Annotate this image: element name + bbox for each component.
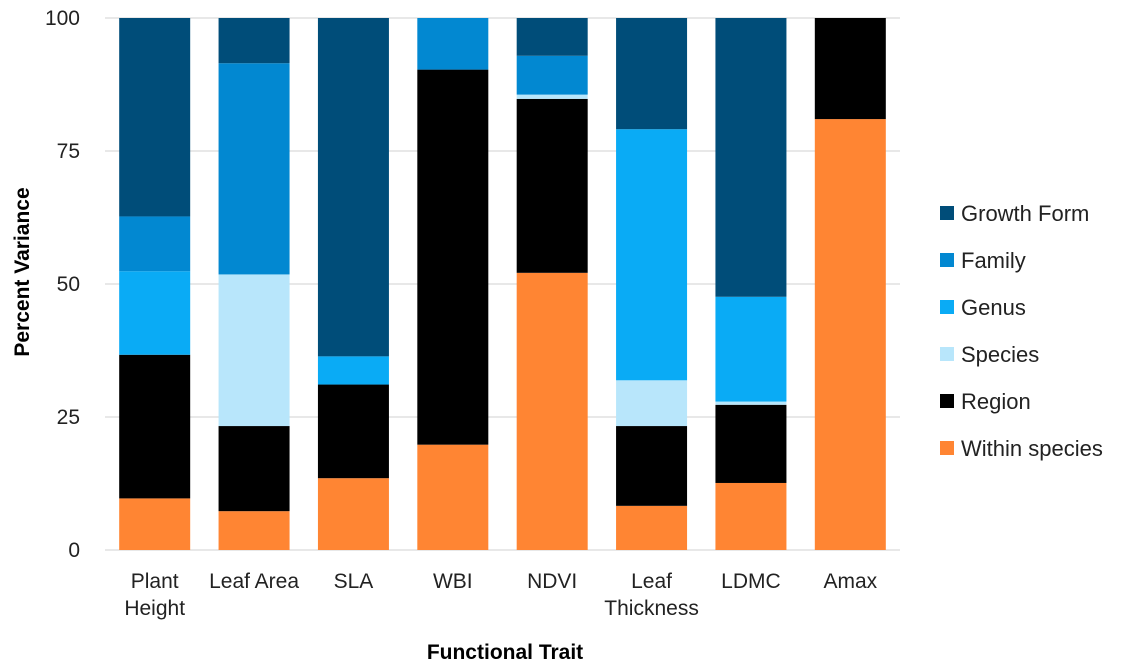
bar-stack: [814, 18, 886, 550]
bar-segment-within-species: [317, 478, 389, 550]
bar-segment-region: [516, 98, 588, 273]
legend-swatch: [940, 253, 954, 267]
legend-swatch: [940, 441, 954, 455]
bar-segment-region: [715, 404, 787, 483]
x-tick-label: NDVI: [527, 570, 577, 593]
legend: Growth Form Family Genus Species Region Withi…: [940, 201, 1103, 461]
bar-segment-within-species: [616, 505, 688, 550]
bar-segment-region: [814, 18, 886, 120]
y-tick-label: 25: [57, 406, 80, 429]
y-tick-label: 100: [45, 7, 80, 30]
x-tick-label: Leaf Area: [209, 570, 299, 593]
bar-segment-family: [516, 55, 588, 95]
y-tick-label: 50: [57, 273, 80, 296]
bar-stack: [417, 18, 489, 550]
bar-segment-within-species: [715, 482, 787, 550]
bar-segment-region: [119, 354, 191, 499]
bar-stack: [516, 18, 588, 550]
y-axis-title: Percent Variance: [11, 187, 34, 356]
bar-segment-region: [616, 426, 688, 506]
bar-segment-family: [417, 18, 489, 70]
legend-label: Within species: [961, 436, 1103, 461]
bar-stack: [715, 18, 787, 550]
bar-segment-family: [119, 216, 191, 272]
y-tick-labels: 0 25 50 75 100: [45, 7, 80, 562]
bar-segment-within-species: [516, 272, 588, 550]
bar-segment-family: [218, 63, 290, 275]
legend-label: Region: [961, 389, 1031, 414]
bar-segment-within-species: [218, 511, 290, 550]
legend-label: Growth Form: [961, 201, 1089, 226]
bar-segment-growth-form: [317, 18, 389, 357]
bar-segment-growth-form: [218, 18, 290, 64]
bar-segment-growth-form: [119, 18, 191, 217]
bar-segment-genus: [119, 271, 191, 355]
bar-segment-species: [516, 94, 588, 99]
bar-stack: [616, 18, 688, 550]
x-tick-labels: Plant Height Leaf Area SLA WBI NDVI Leaf Thickn…: [124, 570, 877, 620]
bar-segment-growth-form: [616, 18, 688, 130]
x-axis-title: Functional Trait: [427, 641, 583, 664]
x-tick-label: LDMC: [721, 570, 781, 593]
x-tick-label: WBI: [433, 570, 473, 593]
bar-stack: [119, 18, 191, 550]
bar-segment-species: [715, 401, 787, 405]
bar-segment-growth-form: [516, 18, 588, 56]
bar-segment-within-species: [119, 498, 191, 550]
legend-item: Species: [940, 342, 1039, 367]
legend-item: Growth Form: [940, 201, 1089, 226]
bar-segment-region: [417, 69, 489, 445]
bar-segment-region: [317, 384, 389, 479]
legend-swatch: [940, 300, 954, 314]
bar-segment-region: [218, 426, 290, 512]
bar-segment-genus: [616, 129, 688, 381]
x-tick-label: Amax: [823, 570, 877, 593]
legend-swatch: [940, 347, 954, 361]
x-tick-label: Plant Height: [124, 570, 185, 620]
bar-segment-within-species: [417, 444, 489, 550]
legend-label: Family: [961, 248, 1026, 273]
bar-stack: [317, 18, 389, 550]
bars: [119, 18, 886, 550]
bar-segment-species: [218, 274, 290, 427]
bar-stack: [218, 18, 290, 550]
legend-item: Region: [940, 389, 1031, 414]
bar-segment-genus: [317, 356, 389, 385]
legend-label: Species: [961, 342, 1039, 367]
x-tick-label: Leaf Thickness: [604, 570, 699, 620]
legend-item: Family: [940, 248, 1026, 273]
bar-segment-within-species: [814, 119, 886, 550]
legend-item: Within species: [940, 436, 1103, 461]
x-tick-label: SLA: [334, 570, 374, 593]
y-tick-label: 0: [68, 539, 80, 562]
y-tick-label: 75: [57, 140, 80, 163]
legend-item: Genus: [940, 295, 1026, 320]
legend-swatch: [940, 394, 954, 408]
bar-segment-genus: [715, 296, 787, 402]
legend-swatch: [940, 206, 954, 220]
bar-segment-growth-form: [715, 18, 787, 297]
legend-label: Genus: [961, 295, 1026, 320]
bar-segment-species: [616, 380, 688, 427]
